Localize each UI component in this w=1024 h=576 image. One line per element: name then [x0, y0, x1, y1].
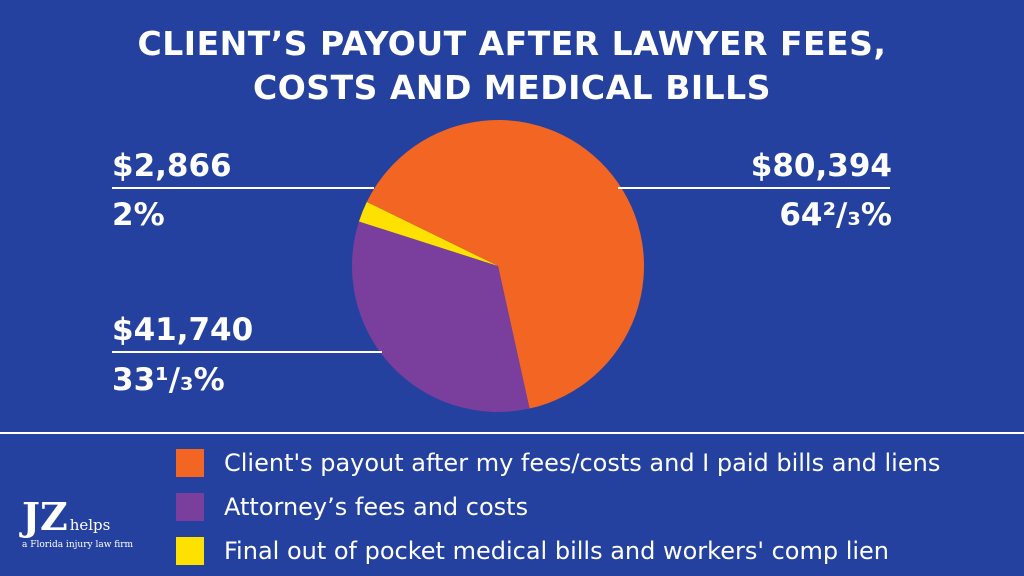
chart-title-line-1: CLIENT’S PAYOUT AFTER LAWYER FEES,	[137, 24, 887, 63]
pie-slice-medical-bills	[358, 202, 498, 266]
purple-amount-label: $41,740	[112, 312, 254, 348]
legend-item-attorney-fees: Attorney’s fees and costs	[176, 485, 940, 529]
legend-item-client-payout: Client's payout after my fees/costs and …	[176, 441, 940, 485]
orange-label-rule	[618, 187, 890, 189]
purple-percent-label: 33¹/₃%	[112, 362, 225, 398]
legend: Client's payout after my fees/costs and …	[176, 441, 940, 573]
logo-main-text: JZ	[22, 494, 68, 539]
yellow-amount-label: $2,866	[112, 148, 232, 184]
legend-label: Attorney’s fees and costs	[224, 493, 529, 521]
logo-sub-text: helps	[69, 516, 111, 534]
jz-helps-logo: JZ helps a Florida injury law firm	[22, 498, 152, 551]
yellow-label-rule	[112, 187, 374, 189]
legend-label: Client's payout after my fees/costs and …	[224, 449, 941, 477]
legend-swatch-orange	[176, 449, 204, 477]
legend-swatch-purple	[176, 493, 204, 521]
chart-title: CLIENT’S PAYOUT AFTER LAWYER FEES, COSTS…	[0, 22, 1024, 110]
yellow-percent-label: 2%	[112, 197, 165, 233]
legend-divider	[0, 432, 1024, 434]
logo-tagline: a Florida injury law firm	[22, 540, 134, 550]
pie-slice-client-payout	[366, 119, 645, 409]
legend-item-medical-bills: Final out of pocket medical bills and wo…	[176, 529, 940, 573]
legend-label: Final out of pocket medical bills and wo…	[224, 537, 890, 565]
orange-amount-label: $80,394	[750, 148, 892, 184]
legend-swatch-yellow	[176, 537, 204, 565]
pie-slice-attorney-fees	[352, 221, 530, 413]
purple-label-rule	[112, 351, 382, 353]
orange-percent-label: 64²/₃%	[779, 197, 892, 233]
chart-title-line-2: COSTS AND MEDICAL BILLS	[253, 68, 771, 107]
